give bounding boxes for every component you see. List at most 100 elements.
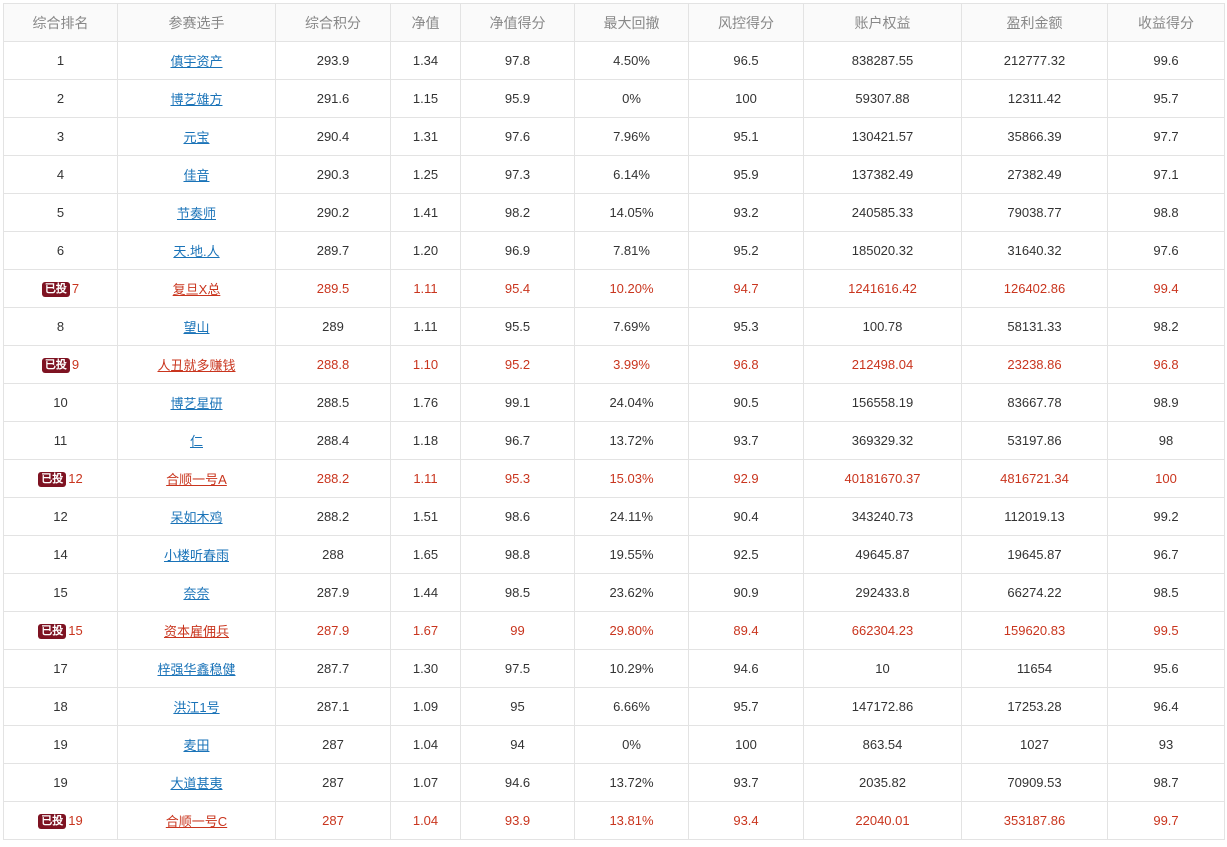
player-link[interactable]: 佳音 [183,168,210,183]
account-equity-cell: 212498.04 [803,345,962,384]
max-drawdown-cell: 7.81% [574,231,689,270]
profit-amount-cell: 31640.32 [961,231,1108,270]
player-link[interactable]: 麦田 [183,738,210,753]
player-link[interactable]: 仁 [189,434,203,449]
return-score-cell: 99.7 [1107,801,1225,840]
profit-amount-cell: 4816721.34 [961,459,1108,498]
table-row: 12 呆如木鸡 288.2 1.51 98.6 24.11% 90.4 3432… [3,497,1225,536]
nav-score-cell: 95.3 [460,459,575,498]
total-score-cell: 287.7 [275,649,391,688]
profit-amount-cell: 159620.83 [961,611,1108,650]
nav-cell: 1.10 [390,345,461,384]
invested-badge: 已投 [38,471,67,487]
table-row: 11 仁 288.4 1.18 96.7 13.72% 93.7 369329.… [3,421,1225,460]
player-link[interactable]: 望山 [183,320,210,335]
nav-score-cell: 97.5 [460,649,575,688]
nav-score-cell: 97.8 [460,41,575,80]
player-link[interactable]: 合顺一号C [165,814,228,829]
player-link[interactable]: 节奏师 [176,206,216,221]
risk-score-cell: 93.7 [688,763,804,802]
total-score-cell: 291.6 [275,79,391,118]
profit-amount-cell: 112019.13 [961,497,1108,536]
nav-score-cell: 95.9 [460,79,575,118]
player-link[interactable]: 天.地.人 [173,244,220,259]
rank-cell: 12 [3,497,118,536]
player-link[interactable]: 奈奈 [183,586,210,601]
player-link[interactable]: 呆如木鸡 [170,510,223,525]
account-equity-cell: 240585.33 [803,193,962,232]
account-equity-cell: 2035.82 [803,763,962,802]
total-score-cell: 290.3 [275,155,391,194]
account-equity-cell: 863.54 [803,725,962,764]
player-cell: 仁 [117,421,276,460]
max-drawdown-cell: 0% [574,79,689,118]
total-score-cell: 290.2 [275,193,391,232]
profit-amount-cell: 83667.78 [961,383,1108,422]
header-nav: 净值 [390,3,461,42]
risk-score-cell: 90.5 [688,383,804,422]
nav-cell: 1.76 [390,383,461,422]
max-drawdown-cell: 19.55% [574,535,689,574]
player-cell: 麦田 [117,725,276,764]
total-score-cell: 287.9 [275,611,391,650]
player-link[interactable]: 博艺星研 [170,396,223,411]
return-score-cell: 96.8 [1107,345,1225,384]
account-equity-cell: 156558.19 [803,383,962,422]
nav-cell: 1.11 [390,459,461,498]
rank-value: 15 [68,622,83,638]
player-link[interactable]: 洪江1号 [173,700,220,715]
rank-value: 2 [56,91,65,106]
return-score-cell: 95.7 [1107,79,1225,118]
nav-score-cell: 94.6 [460,763,575,802]
max-drawdown-cell: 7.96% [574,117,689,156]
player-link[interactable]: 合顺一号A [166,472,227,487]
profit-amount-cell: 66274.22 [961,573,1108,612]
header-risk-score: 风控得分 [688,3,804,42]
total-score-cell: 287.9 [275,573,391,612]
table-row: 已投 7 复旦X总 289.5 1.11 95.4 10.20% 94.7 124… [3,269,1225,308]
rank-value: 8 [56,319,65,334]
rank-value: 9 [71,356,80,372]
player-link[interactable]: 人丑就多赚钱 [157,358,236,373]
total-score-cell: 288.2 [275,459,391,498]
rank-value: 12 [53,509,68,524]
player-link[interactable]: 大道甚夷 [170,776,223,791]
rank-value: 19 [53,775,68,790]
rank-value: 19 [68,812,83,828]
header-return-score: 收益得分 [1107,3,1225,42]
player-link[interactable]: 梓强华鑫稳健 [157,662,236,677]
nav-cell: 1.25 [390,155,461,194]
player-link[interactable]: 资本雇佣兵 [163,624,229,639]
max-drawdown-cell: 7.69% [574,307,689,346]
nav-cell: 1.11 [390,269,461,308]
nav-cell: 1.67 [390,611,461,650]
player-link[interactable]: 小楼听春雨 [163,548,229,563]
player-cell: 博艺雄方 [117,79,276,118]
total-score-cell: 287 [275,801,391,840]
profit-amount-cell: 79038.77 [961,193,1108,232]
rank-value: 18 [53,699,68,714]
table-row: 10 博艺星研 288.5 1.76 99.1 24.04% 90.5 1565… [3,383,1225,422]
risk-score-cell: 95.9 [688,155,804,194]
return-score-cell: 96.4 [1107,687,1225,726]
player-link[interactable]: 博艺雄方 [170,92,223,107]
nav-score-cell: 98.5 [460,573,575,612]
player-link[interactable]: 复旦X总 [172,282,221,297]
invested-badge: 已投 [38,623,67,639]
rank-value: 6 [56,243,65,258]
rank-cell: 已投 12 [3,459,118,498]
rank-cell: 1 [3,41,118,80]
table-row: 1 傎宇资产 293.9 1.34 97.8 4.50% 96.5 838287… [3,41,1225,80]
rank-value: 15 [53,585,68,600]
account-equity-cell: 662304.23 [803,611,962,650]
profit-amount-cell: 12311.42 [961,79,1108,118]
player-link[interactable]: 傎宇资产 [170,54,223,69]
rank-cell: 已投 15 [3,611,118,650]
max-drawdown-cell: 3.99% [574,345,689,384]
rank-cell: 17 [3,649,118,688]
return-score-cell: 99.4 [1107,269,1225,308]
invested-badge: 已投 [38,813,67,829]
nav-cell: 1.07 [390,763,461,802]
player-link[interactable]: 元宝 [183,130,210,145]
